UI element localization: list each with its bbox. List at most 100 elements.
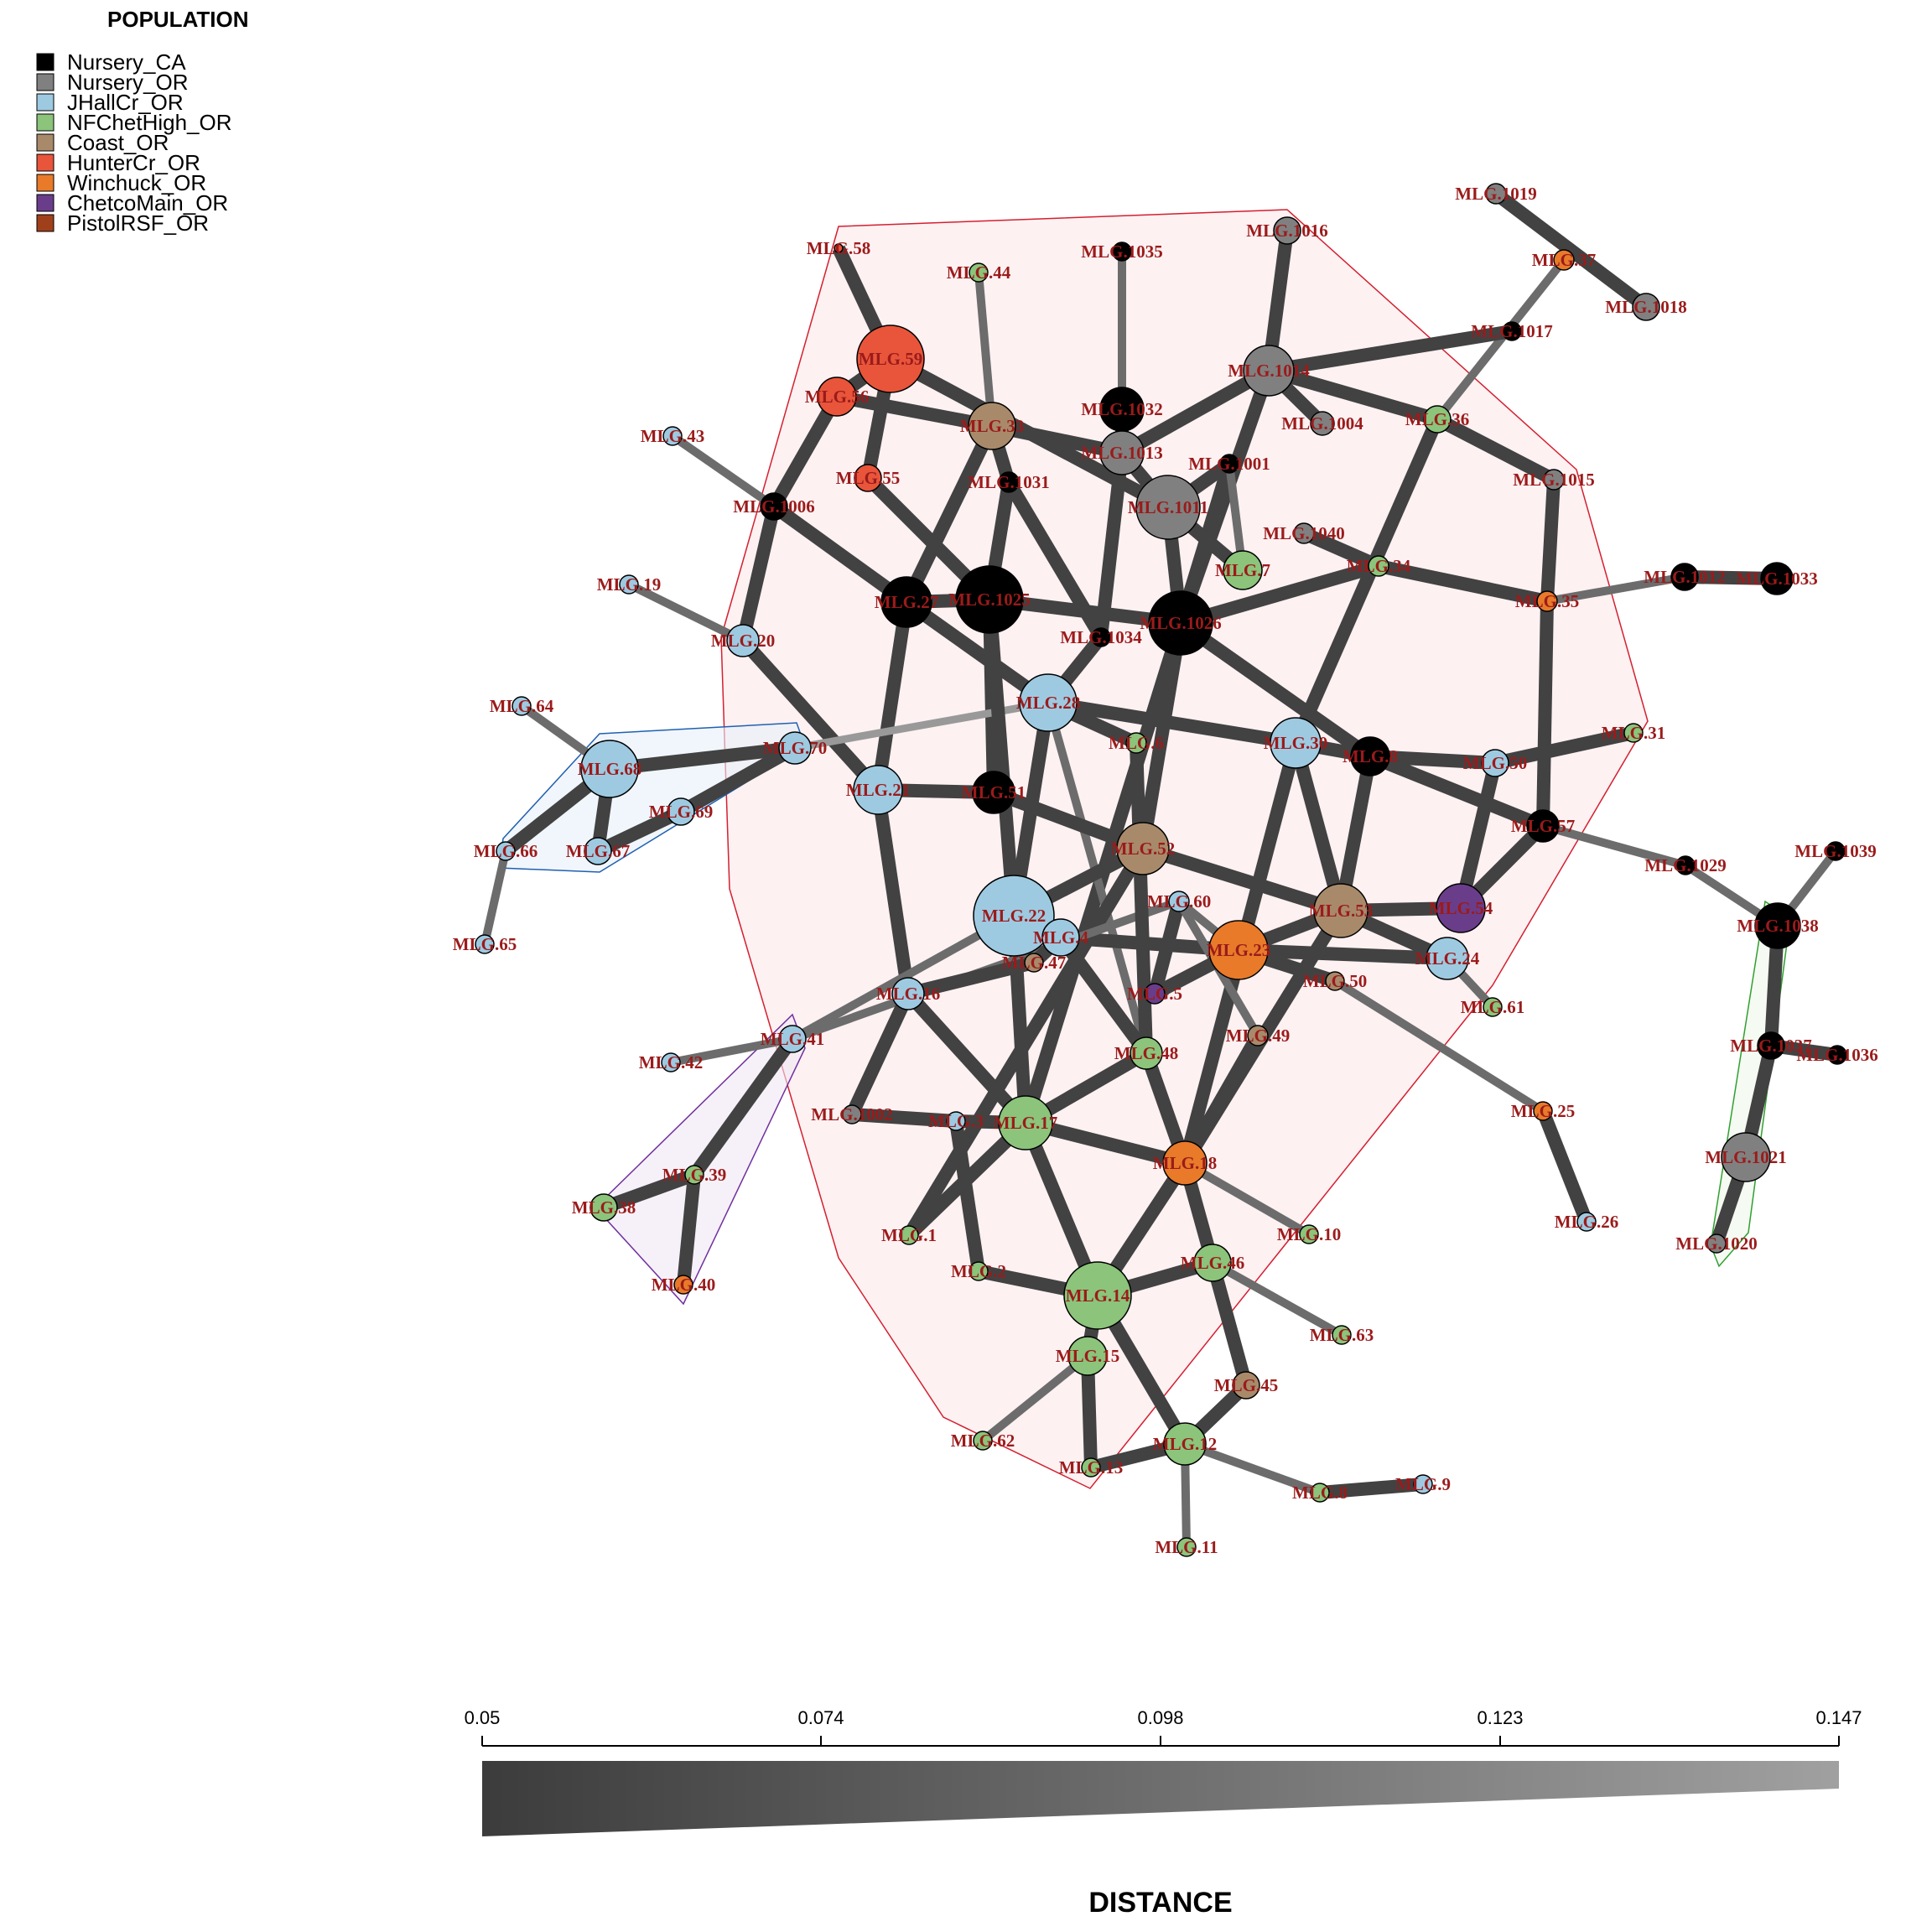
node-label: MLG.1038 <box>1737 916 1818 936</box>
node-circle <box>1426 937 1469 980</box>
node-label: MLG.45 <box>1214 1375 1278 1395</box>
legend-swatch <box>36 133 55 152</box>
node-circle <box>1193 1244 1232 1282</box>
network-node: MLG.1020 <box>1675 1233 1757 1254</box>
network-node: MLG.1016 <box>1246 216 1328 245</box>
node-label: MLG.8 <box>1343 746 1398 766</box>
network-edge <box>1238 943 1448 965</box>
network-node: MLG.50 <box>1463 749 1527 777</box>
network-edge <box>1434 413 1557 486</box>
network-node: MLG.1025 <box>948 565 1031 634</box>
node-circle <box>968 402 1016 450</box>
network-node: MLG.12 <box>1153 1422 1217 1466</box>
network-edge <box>670 432 776 511</box>
network-edge <box>768 393 843 510</box>
network-node: MLG.27 <box>875 576 938 628</box>
node-label: MLG.1012 <box>1644 567 1725 587</box>
network-node: MLG.68 <box>578 740 641 798</box>
network-node: MLG.58 <box>807 238 870 258</box>
network-node: MLG.11 <box>1155 1537 1218 1557</box>
node-label: MLG.30 <box>1264 733 1327 753</box>
node-circle <box>1112 242 1132 262</box>
network-node: MLG.1001 <box>1188 454 1270 474</box>
network-node: MLG.9 <box>1395 1474 1451 1494</box>
network-node: MLG.6 <box>1109 732 1164 754</box>
node-circle <box>1293 522 1315 544</box>
network-node: MLG.33 <box>960 402 1024 450</box>
network-node: MLG.3 <box>928 1111 984 1131</box>
node-circle <box>661 1052 681 1072</box>
node-label: MLG.5 <box>1127 984 1182 1004</box>
node-circle <box>1502 321 1522 341</box>
node-circle <box>969 1261 989 1281</box>
node-circle <box>1675 855 1696 875</box>
legend-swatch <box>36 174 55 192</box>
node-circle <box>1091 627 1111 647</box>
network-edge <box>736 505 781 642</box>
node-circle <box>1721 1132 1771 1182</box>
network-node: MLG.1037 <box>1730 1031 1812 1060</box>
node-label: MLG.1040 <box>1263 523 1344 543</box>
network-node: MLG.7 <box>1215 550 1270 590</box>
network-edge <box>903 989 1031 1128</box>
node-label: MLG.1014 <box>1228 361 1310 381</box>
node-label: MLG.37 <box>1532 250 1596 270</box>
network-node: MLG.20 <box>711 624 775 657</box>
network-edge <box>790 911 1016 1043</box>
node-circle <box>853 765 903 815</box>
legend-item-label: Coast_OR <box>67 130 169 155</box>
node-label: MLG.1 <box>881 1225 937 1245</box>
node-circle <box>1436 883 1486 933</box>
network-node: MLG.1011 <box>1128 475 1208 540</box>
node-label: MLG.20 <box>711 631 775 651</box>
legend-swatch <box>36 113 55 132</box>
scale-tick-label: 0.05 <box>465 1707 501 1728</box>
node-circle <box>1310 411 1335 436</box>
network-node: MLG.13 <box>1059 1457 1123 1478</box>
network-node: MLG.70 <box>763 731 827 765</box>
node-circle <box>891 977 925 1010</box>
network-node: MLG.8 <box>1292 1483 1348 1503</box>
network-edge <box>1206 1260 1253 1388</box>
node-circle <box>1144 983 1166 1005</box>
node-circle <box>1754 902 1801 949</box>
network-node: MLG.19 <box>597 574 661 595</box>
network-edge <box>688 1035 798 1179</box>
node-circle <box>684 1165 704 1185</box>
node-label: MLG.49 <box>1226 1026 1290 1046</box>
network-node: MLG.49 <box>1226 1025 1290 1046</box>
network-edge <box>1301 527 1382 573</box>
network-edge <box>1289 416 1444 746</box>
node-label: MLG.1013 <box>1081 443 1162 463</box>
network-node: MLG.56 <box>805 377 869 417</box>
node-circle <box>1481 749 1509 777</box>
node-circle <box>854 464 882 492</box>
node-circle <box>1041 918 1080 957</box>
legend-title: POPULATION <box>107 7 249 32</box>
node-circle <box>1273 216 1301 245</box>
node-label: MLG.6 <box>1109 733 1164 753</box>
legend-item-label: HunterCr_OR <box>67 150 200 175</box>
node-label: MLG.10 <box>1277 1224 1341 1244</box>
network-node: MLG.24 <box>1415 937 1480 980</box>
node-label: MLG.69 <box>649 802 713 822</box>
network-node: MLG.36 <box>1405 405 1469 434</box>
network-node: MLG.62 <box>951 1431 1015 1451</box>
node-label: MLG.42 <box>639 1052 703 1072</box>
network-edge <box>609 741 796 776</box>
node-label: MLG.1006 <box>733 496 814 517</box>
node-circle <box>1135 475 1201 540</box>
network-node: MLG.31 <box>1602 723 1665 743</box>
network-edge <box>1178 559 1381 630</box>
node-circle <box>589 1193 618 1222</box>
network-node: MLG.1012 <box>1644 563 1726 591</box>
network-edge <box>1140 842 1343 917</box>
node-circle <box>1099 430 1145 475</box>
network-node: MLG.52 <box>1111 822 1175 875</box>
node-circle <box>1243 345 1295 397</box>
node-label: MLG.1018 <box>1605 297 1686 317</box>
network-node: MLG.1006 <box>733 492 815 521</box>
network-node: MLG.64 <box>490 696 554 716</box>
network-node: MLG.35 <box>1515 590 1579 612</box>
network-edge <box>906 956 1036 1000</box>
